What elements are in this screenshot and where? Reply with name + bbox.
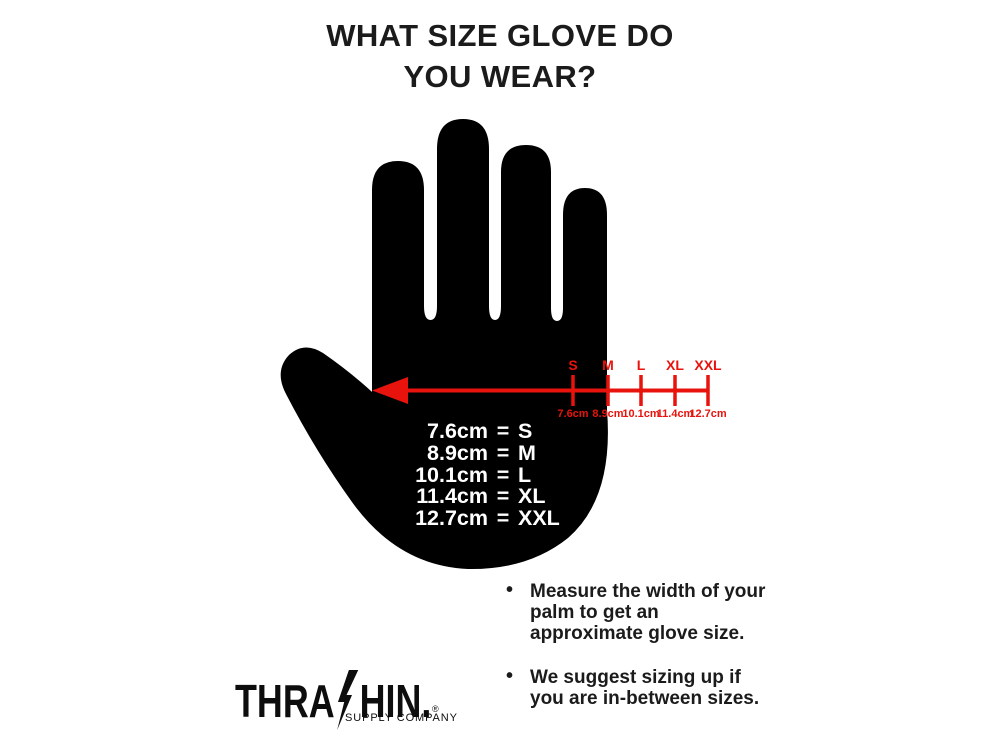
table-row: 7.6cm = S bbox=[385, 419, 600, 443]
row-size-value: XXL bbox=[518, 506, 560, 531]
list-item: • We suggest sizing up if you are in-bet… bbox=[504, 665, 776, 710]
ruler-size-label-m: M bbox=[602, 357, 614, 373]
table-row: 10.1cm = L bbox=[385, 462, 600, 487]
logo-text-left: THRA bbox=[235, 675, 335, 727]
ruler-size-label-s: S bbox=[568, 357, 577, 373]
measurement-notes: • Measure the width of your palm to get … bbox=[504, 579, 776, 732]
hand-silhouette bbox=[280, 119, 608, 570]
row-equals: = bbox=[496, 506, 510, 531]
row-equals: = bbox=[496, 462, 510, 487]
size-conversion-table: 7.6cm = S 8.9cm = M 10.1cm = L 11.4cm = … bbox=[385, 419, 600, 531]
row-size-value: L bbox=[518, 462, 532, 487]
size-ruler: S M L XL XXL 7.6cm 8.9cm 10.1cm 11.4cm 1… bbox=[372, 357, 727, 420]
ruler-cm-label-l: 10.1cm bbox=[622, 408, 660, 420]
bullet-dot: • bbox=[506, 579, 514, 601]
list-item: • Measure the width of your palm to get … bbox=[504, 579, 776, 645]
brand-logo: THRA HIN. ® SUPPLY COMPANY bbox=[235, 670, 458, 730]
registered-trademark-icon: ® bbox=[432, 704, 439, 714]
page-title-line2: YOU WEAR? bbox=[403, 59, 597, 94]
logo-tagline: SUPPLY COMPANY bbox=[345, 712, 458, 724]
row-size-value: S bbox=[518, 419, 533, 443]
ruler-size-label-xl: XL bbox=[666, 357, 684, 373]
row-cm-value: 10.1cm bbox=[415, 462, 488, 487]
row-cm-value: 8.9cm bbox=[427, 440, 488, 465]
ruler-cm-label-xxl: 12.7cm bbox=[689, 408, 727, 420]
logo-wordmark: THRA HIN. bbox=[235, 670, 431, 730]
ruler-cm-label-xl: 11.4cm bbox=[657, 408, 694, 420]
row-cm-value: 11.4cm bbox=[416, 484, 488, 509]
page-title: WHAT SIZE GLOVE DO YOU WEAR? bbox=[0, 15, 1000, 97]
note-text: We suggest sizing up if you are in-betwe… bbox=[530, 667, 760, 709]
row-equals: = bbox=[496, 484, 510, 509]
table-row: 11.4cm = XL bbox=[385, 486, 600, 508]
row-size-value: XL bbox=[518, 484, 546, 509]
table-row: 8.9cm = M bbox=[385, 440, 600, 465]
note-text: Measure the width of your palm to get an… bbox=[530, 581, 766, 644]
row-size-value: M bbox=[518, 440, 536, 465]
ruler-cm-label-m: 8.9cm bbox=[592, 408, 623, 420]
ruler-size-label-xxl: XXL bbox=[694, 357, 722, 373]
ruler-cm-label-s: 7.6cm bbox=[557, 408, 588, 420]
table-row: 12.7cm = XXL bbox=[385, 506, 600, 531]
row-cm-value: 7.6cm bbox=[427, 419, 488, 443]
row-cm-value: 12.7cm bbox=[415, 506, 488, 531]
ruler-size-label-l: L bbox=[637, 357, 646, 373]
row-equals: = bbox=[496, 440, 510, 465]
lightning-bolt-icon bbox=[336, 670, 359, 730]
page-title-line1: WHAT SIZE GLOVE DO bbox=[326, 18, 674, 53]
logo-text-right: HIN. bbox=[359, 675, 432, 727]
left-arrow-icon bbox=[372, 377, 408, 404]
bullet-dot: • bbox=[506, 665, 514, 687]
row-equals: = bbox=[496, 419, 510, 443]
